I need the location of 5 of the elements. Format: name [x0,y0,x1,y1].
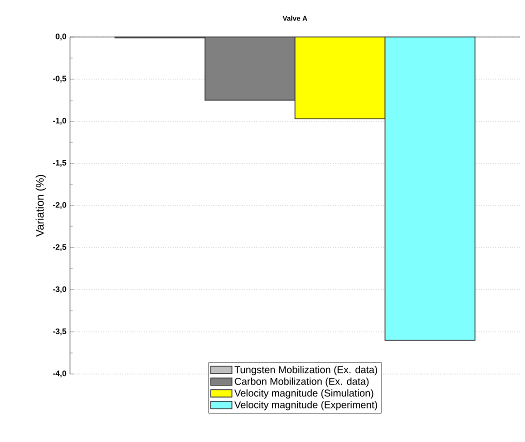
y-axis-title: Variation (%) [36,174,46,237]
legend-label: Velocity magnitude (Experiment) [234,400,378,410]
legend-label: Tungsten Mobilization (Ex. data) [234,366,378,376]
legend-label: Carbon Mobilization (Ex. data) [234,378,369,387]
legend-label: Velocity magnitude (Simulation) [234,389,374,399]
